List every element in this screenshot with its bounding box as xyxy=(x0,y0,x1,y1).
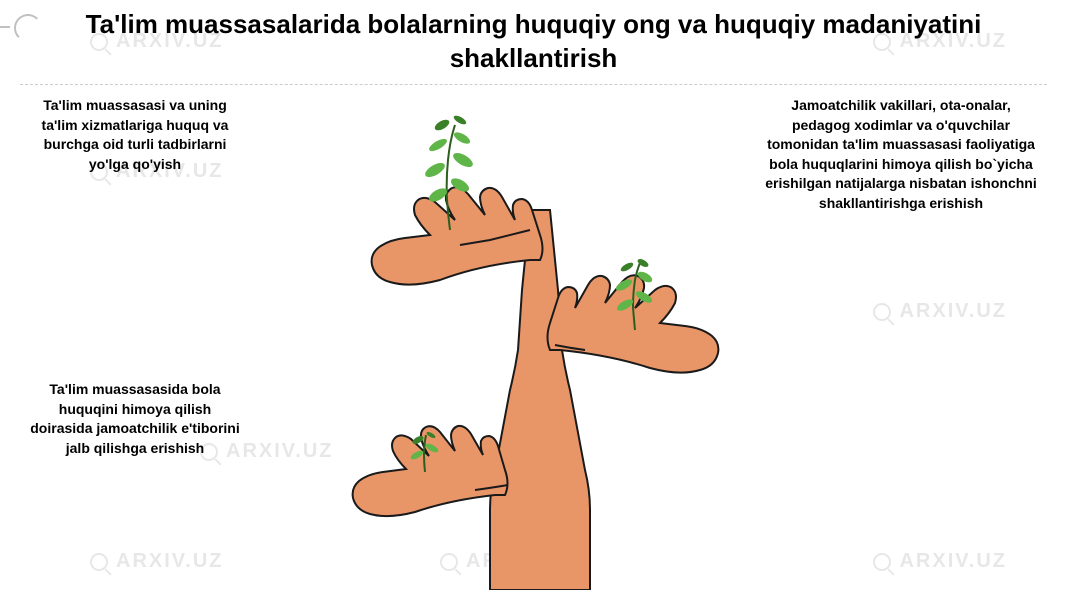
watermark: ARXIV.UZ xyxy=(873,300,1007,323)
header-divider xyxy=(20,84,1047,85)
page-title: Ta'lim muassasalarida bolalarning huquqi… xyxy=(0,8,1067,76)
watermark: ARXIV.UZ xyxy=(90,550,224,573)
text-block-left-bottom: Ta'lim muassasasida bola huquqini himoya… xyxy=(30,380,240,458)
text-block-left-top: Ta'lim muassasasi va uning ta'lim xizmat… xyxy=(30,96,240,174)
text-block-right-top: Jamoatchilik vakillari, ota-onalar, peda… xyxy=(761,96,1041,214)
watermark: ARXIV.UZ xyxy=(873,550,1007,573)
hands-tree-illustration xyxy=(260,90,780,590)
